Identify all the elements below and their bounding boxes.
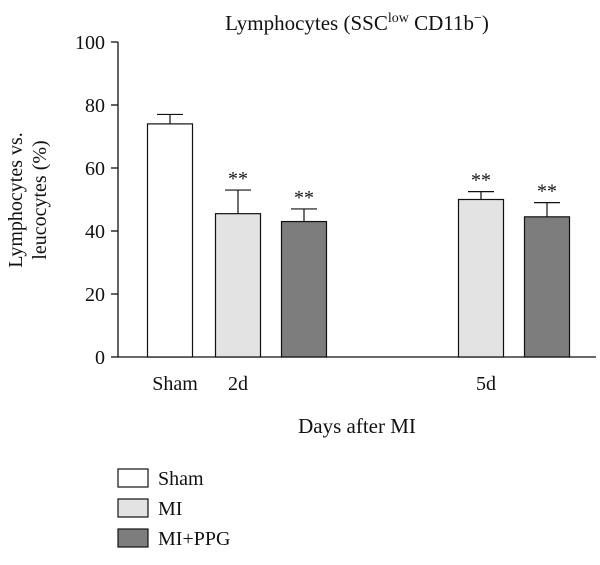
chart-title: Lymphocytes (SSClow CD11b−) xyxy=(225,11,489,35)
y-tick-label: 40 xyxy=(85,221,105,243)
y-axis-label: Lymphocytes vs. leucocytes (%) xyxy=(5,132,51,268)
significance-label: ** xyxy=(471,170,491,192)
legend-label: MI xyxy=(158,498,182,520)
axes: 0 20 40 60 80 100 xyxy=(75,32,596,369)
y-tick-label: 0 xyxy=(95,347,105,369)
chart-title-superscript-low: low xyxy=(388,11,410,26)
y-axis-label-line-1: Lymphocytes vs. xyxy=(5,132,27,268)
bar-mi xyxy=(214,213,262,358)
significance-label: ** xyxy=(294,187,314,209)
legend-label: Sham xyxy=(158,468,204,490)
bar-mi-ppg xyxy=(523,216,571,358)
bars: Sham ** ** 2d ** ** 5d xyxy=(146,113,571,395)
x-axis-label: Days after MI xyxy=(298,414,416,438)
y-tick-label: 80 xyxy=(85,95,105,117)
y-tick-label: 100 xyxy=(75,32,105,54)
x-category-label: 5d xyxy=(476,373,496,395)
x-category-label: Sham xyxy=(152,373,198,395)
legend-swatch xyxy=(117,528,149,548)
bar-sham xyxy=(146,123,194,358)
y-tick-label: 60 xyxy=(85,158,105,180)
chart-title-superscript-minus: − xyxy=(474,11,482,26)
x-category-label: 2d xyxy=(228,373,248,395)
significance-label: ** xyxy=(228,168,248,190)
legend-swatch xyxy=(117,498,149,518)
bar-mi-ppg xyxy=(280,220,328,358)
legend-swatch xyxy=(117,468,149,488)
bar-mi xyxy=(457,198,505,358)
legend-label: MI+PPG xyxy=(158,528,230,550)
significance-label: ** xyxy=(537,181,557,203)
y-tick-label: 20 xyxy=(85,284,105,306)
y-axis-label-line-2: leucocytes (%) xyxy=(29,140,51,259)
legend: Sham MI MI+PPG xyxy=(117,468,230,550)
